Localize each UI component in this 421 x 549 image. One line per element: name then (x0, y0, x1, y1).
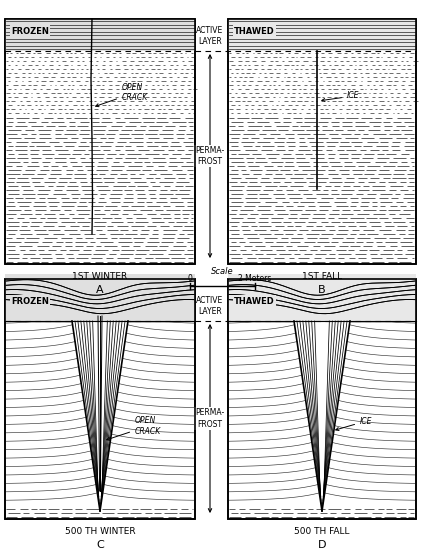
Text: A: A (96, 285, 104, 295)
Text: ICE: ICE (336, 417, 373, 430)
Text: ICE: ICE (322, 92, 360, 102)
Bar (228, 19, 416, 51)
Text: OPEN
CRACK: OPEN CRACK (107, 416, 161, 440)
Bar (228, 279, 416, 519)
Text: ACTIVE
LAYER: ACTIVE LAYER (196, 26, 224, 46)
Bar (228, 19, 416, 264)
Bar (228, 19, 416, 264)
Text: ACTIVE
LAYER: ACTIVE LAYER (196, 296, 224, 316)
Bar (5, 19, 195, 264)
Text: Scale: Scale (211, 267, 234, 276)
Text: 1ST FALL: 1ST FALL (302, 272, 342, 281)
Text: THAWED: THAWED (234, 296, 275, 305)
Text: OPEN
CRACK: OPEN CRACK (96, 83, 148, 107)
Text: FROZEN: FROZEN (11, 296, 49, 305)
Text: 0: 0 (188, 274, 192, 283)
Text: FROZEN: FROZEN (11, 26, 49, 36)
Text: PERMA-
FROST: PERMA- FROST (195, 146, 225, 166)
Bar (5, 19, 195, 264)
Text: 1ST WINTER: 1ST WINTER (72, 272, 128, 281)
Bar (5, 19, 195, 51)
Bar (5, 274, 195, 321)
Text: THAWED: THAWED (234, 26, 275, 36)
Text: 500 TH WINTER: 500 TH WINTER (65, 527, 135, 536)
Text: D: D (318, 540, 326, 549)
Text: 500 TH FALL: 500 TH FALL (294, 527, 350, 536)
Bar (5, 279, 195, 519)
Bar (228, 274, 416, 321)
Bar (5, 279, 195, 519)
Text: B: B (318, 285, 326, 295)
Text: PERMA-
FROST: PERMA- FROST (195, 408, 225, 429)
Bar (228, 279, 416, 519)
Text: 2 Meters: 2 Meters (238, 274, 272, 283)
Text: C: C (96, 540, 104, 549)
